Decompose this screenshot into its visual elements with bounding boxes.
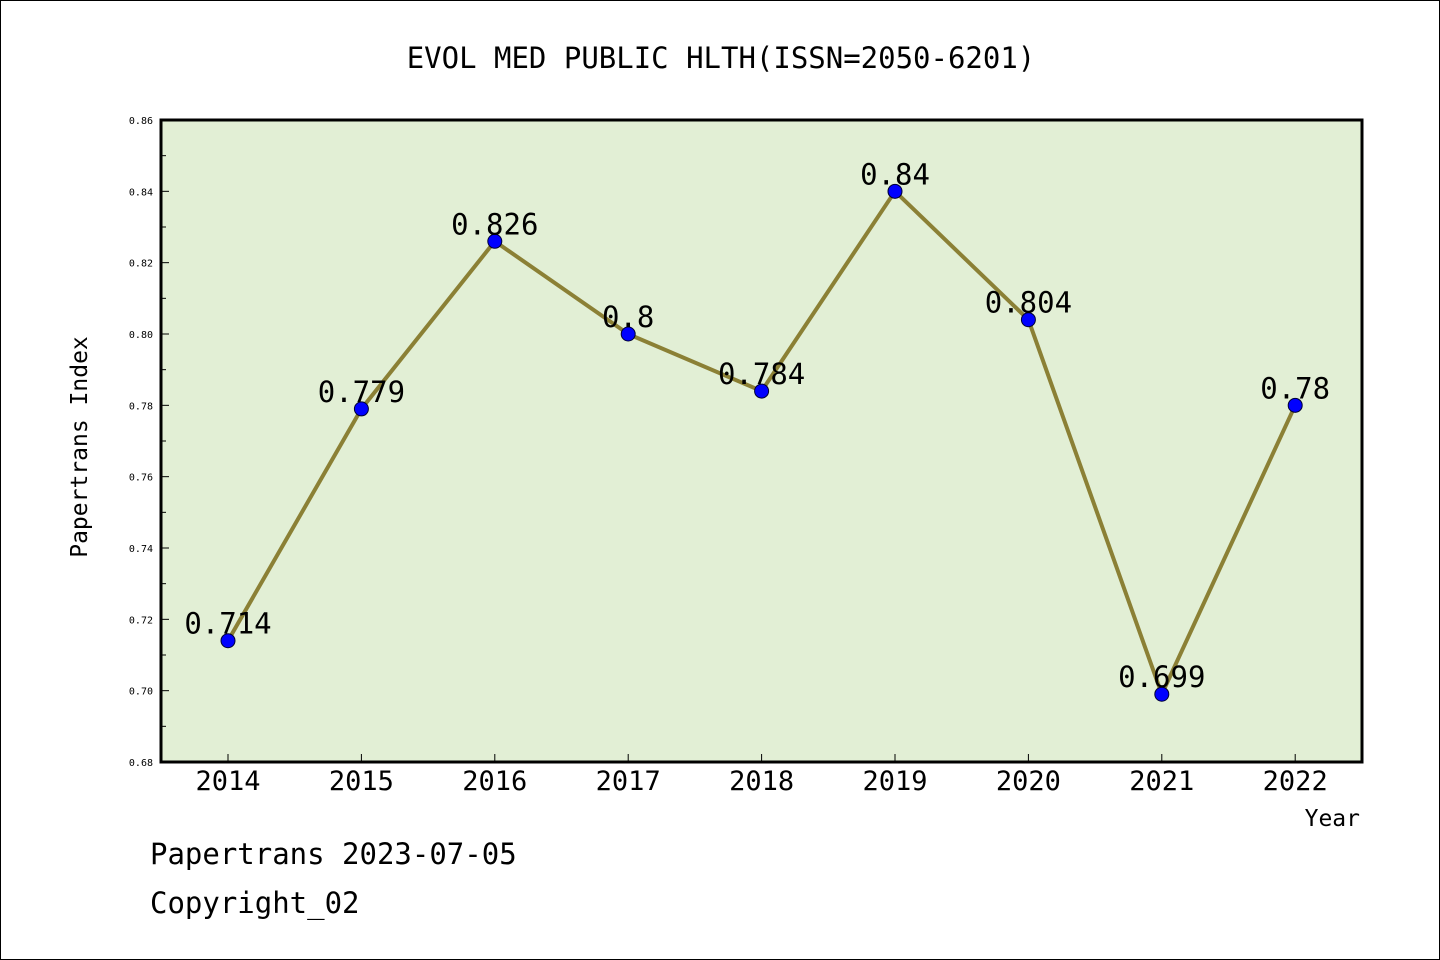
y-tick-label: 0.80 [129, 330, 153, 341]
data-label: 0.826 [451, 207, 538, 241]
data-point [754, 383, 770, 399]
y-axis-ticks: 0.68 0.70 0.72 0.74 0.76 0.78 0.80 0.82 0.84 0.86 [129, 116, 169, 769]
x-tick-label: 2018 [729, 766, 794, 797]
x-tick-label: 2016 [462, 766, 527, 797]
data-point [1287, 397, 1303, 413]
x-axis-ticks: 2014 2015 2016 2017 2018 2019 2020 2021 2022 [195, 754, 1328, 797]
data-markers [220, 183, 1303, 702]
data-label: 0.714 [184, 607, 271, 641]
x-tick-label: 2015 [329, 766, 394, 797]
x-tick-label: 2020 [996, 766, 1061, 797]
footer-credit: Papertrans 2023-07-05 [150, 837, 517, 871]
data-label: 0.699 [1118, 660, 1205, 694]
x-axis-label: Year [1305, 806, 1360, 832]
data-point [1154, 686, 1170, 702]
y-tick-label: 0.82 [129, 259, 153, 270]
data-point [887, 183, 903, 199]
data-label: 0.8 [602, 300, 654, 334]
y-tick-label: 0.74 [129, 544, 153, 555]
x-tick-label: 2022 [1263, 766, 1328, 797]
plot-area [159, 118, 1364, 764]
data-label: 0.784 [718, 357, 805, 391]
y-tick-label: 0.72 [129, 615, 153, 626]
y-tick-label: 0.76 [129, 473, 153, 484]
y-tick-label: 0.78 [129, 401, 153, 412]
y-tick-label: 0.86 [129, 116, 153, 127]
data-point [1020, 312, 1036, 328]
y-axis-label: Papertrans Index [67, 336, 93, 558]
y-tick-label: 0.68 [129, 758, 153, 769]
footer-copyright: Copyright_02 [150, 886, 360, 920]
data-label: 0.78 [1260, 371, 1330, 405]
x-tick-label: 2017 [596, 766, 661, 797]
y-tick-label: 0.84 [129, 187, 153, 198]
data-point [487, 233, 503, 249]
chart-title: EVOL MED PUBLIC HLTH(ISSN=2050-6201) [407, 41, 1036, 75]
data-label: 0.779 [318, 375, 405, 409]
data-point [353, 401, 369, 417]
data-label: 0.804 [985, 286, 1072, 320]
x-tick-label: 2019 [862, 766, 927, 797]
data-point [620, 326, 636, 342]
x-tick-label: 2014 [195, 766, 260, 797]
data-label: 0.84 [860, 157, 930, 191]
y-tick-label: 0.70 [129, 687, 153, 698]
x-tick-label: 2021 [1129, 766, 1194, 797]
data-labels: 0.714 0.779 0.826 0.8 0.784 0.84 0.804 0.699 0.7… [184, 157, 1330, 694]
data-point [220, 633, 236, 649]
